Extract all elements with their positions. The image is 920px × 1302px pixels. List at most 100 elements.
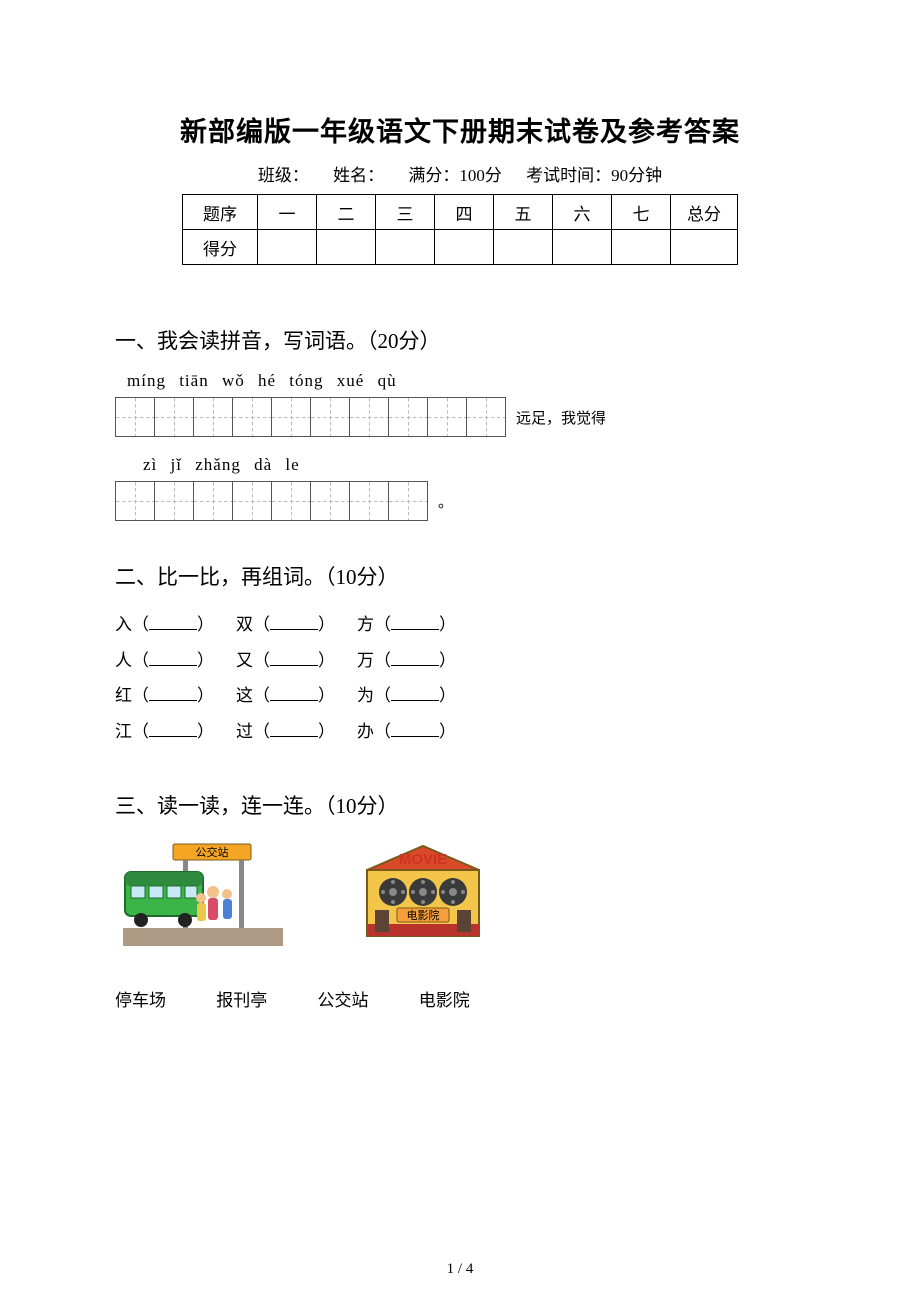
tianzi-cell (271, 481, 311, 521)
compare-block: 入（）双（）方（）人（）又（）万（）红（）这（）为（）江（）过（）办（） (115, 607, 805, 750)
score-cell (376, 230, 435, 265)
pinyin-line-1: míng tiān wǒ hé tóng xué qù (127, 371, 805, 391)
score-cell (612, 230, 671, 265)
blank (149, 615, 197, 630)
full-marks-label: 满分：100分 (408, 166, 502, 185)
tianzi-cell (388, 481, 428, 521)
match-images: 公交站 MOVIE (123, 836, 805, 946)
tianzi-cell (232, 397, 272, 437)
score-cell (671, 230, 738, 265)
compare-item: 为（） (357, 678, 456, 714)
pinyin-syllable: dà (254, 455, 272, 474)
blank (149, 686, 197, 701)
tianzi-cell (115, 481, 155, 521)
page-title: 新部编版一年级语文下册期末试卷及参考答案 (115, 110, 805, 149)
pinyin-syllable: tóng (289, 371, 323, 390)
pinyin-syllable: hé (258, 371, 276, 390)
tianzi-cell (349, 397, 389, 437)
tianzi-cell (154, 481, 194, 521)
page-number: 1 / 4 (0, 1261, 920, 1278)
compare-item: 方（） (357, 607, 456, 643)
section3-heading: 三、读一读，连一连。（10分） (115, 790, 805, 820)
col-header: 六 (553, 195, 612, 230)
tianzi-cell (349, 481, 389, 521)
blank (149, 651, 197, 666)
blank (391, 722, 439, 737)
tianzi-cell (193, 397, 233, 437)
meta-line: 班级： 姓名： 满分：100分 考试时间：90分钟 (115, 161, 805, 186)
pinyin-syllable: tiān (179, 371, 209, 390)
tianzi-cell (388, 397, 428, 437)
compare-item: 又（） (236, 643, 335, 679)
table-row: 题序 一 二 三 四 五 六 七 总分 (183, 195, 738, 230)
compare-item: 人（） (115, 643, 214, 679)
row-label: 得分 (183, 230, 258, 265)
tianzi-grid (115, 481, 428, 521)
pinyin-syllable: le (285, 455, 299, 474)
pinyin-syllable: zì (143, 455, 157, 474)
class-label: 班级： (258, 166, 309, 185)
score-cell (258, 230, 317, 265)
writing-row-2: 。 (115, 481, 805, 521)
col-header: 七 (612, 195, 671, 230)
cinema-sign-text: 电影院 (407, 908, 440, 922)
tianzi-cell (115, 397, 155, 437)
tianzi-cell (154, 397, 194, 437)
score-cell (435, 230, 494, 265)
match-words: 停车场 报刊亭 公交站 电影院 (115, 986, 805, 1011)
blank (270, 615, 318, 630)
section2-heading: 二、比一比，再组词。（10分） (115, 561, 805, 591)
pinyin-syllable: jǐ (171, 455, 182, 474)
compare-row: 红（） 这（） 为（） (115, 678, 805, 714)
compare-item: 入（） (115, 607, 214, 643)
pinyin-syllable: míng (127, 371, 166, 390)
col-header: 三 (376, 195, 435, 230)
col-header: 四 (435, 195, 494, 230)
compare-row: 人（）又（）万（） (115, 643, 805, 679)
blank (391, 686, 439, 701)
compare-item: 江（） (115, 714, 214, 750)
match-word: 公交站 (318, 991, 369, 1010)
cinema-title: MOVIE (399, 851, 447, 868)
compare-item: 红（） (115, 678, 214, 714)
score-cell (494, 230, 553, 265)
tianzi-cell (466, 397, 506, 437)
table-row: 得分 (183, 230, 738, 265)
tianzi-cell (232, 481, 272, 521)
blank (391, 615, 439, 630)
name-label: 姓名： (333, 166, 384, 185)
after-text: 远足，我觉得 (516, 407, 606, 428)
writing-row-1: 远足，我觉得 (115, 397, 805, 437)
pinyin-syllable: wǒ (222, 371, 245, 390)
blank (391, 651, 439, 666)
bus-stop-icon: 公交站 (123, 836, 283, 946)
compare-item: 过（） (236, 714, 335, 750)
tianzi-cell (427, 397, 467, 437)
pinyin-syllable: qù (378, 371, 397, 390)
blank (270, 722, 318, 737)
col-header: 总分 (671, 195, 738, 230)
blank (270, 651, 318, 666)
bus-sign-text: 公交站 (196, 845, 229, 859)
tianzi-cell (271, 397, 311, 437)
row-label: 题序 (183, 195, 258, 230)
col-header: 五 (494, 195, 553, 230)
time-label: 考试时间：90分钟 (526, 166, 662, 185)
after-text: 。 (438, 491, 453, 512)
tianzi-cell (310, 397, 350, 437)
col-header: 一 (258, 195, 317, 230)
compare-item: 这（） (236, 678, 335, 714)
score-cell (317, 230, 376, 265)
tianzi-cell (310, 481, 350, 521)
pinyin-syllable: zhǎng (195, 455, 241, 474)
compare-item: 双（） (236, 607, 335, 643)
blank (149, 722, 197, 737)
score-table: 题序 一 二 三 四 五 六 七 总分 得分 (182, 194, 738, 265)
cinema-icon: MOVIE 电影院 (353, 836, 493, 946)
compare-row: 江（） 过（） 办（） (115, 714, 805, 750)
col-header: 二 (317, 195, 376, 230)
match-word: 停车场 (115, 991, 166, 1010)
blank (270, 686, 318, 701)
compare-row: 入（） 双（） 方（） (115, 607, 805, 643)
compare-item: 办（） (357, 714, 456, 750)
